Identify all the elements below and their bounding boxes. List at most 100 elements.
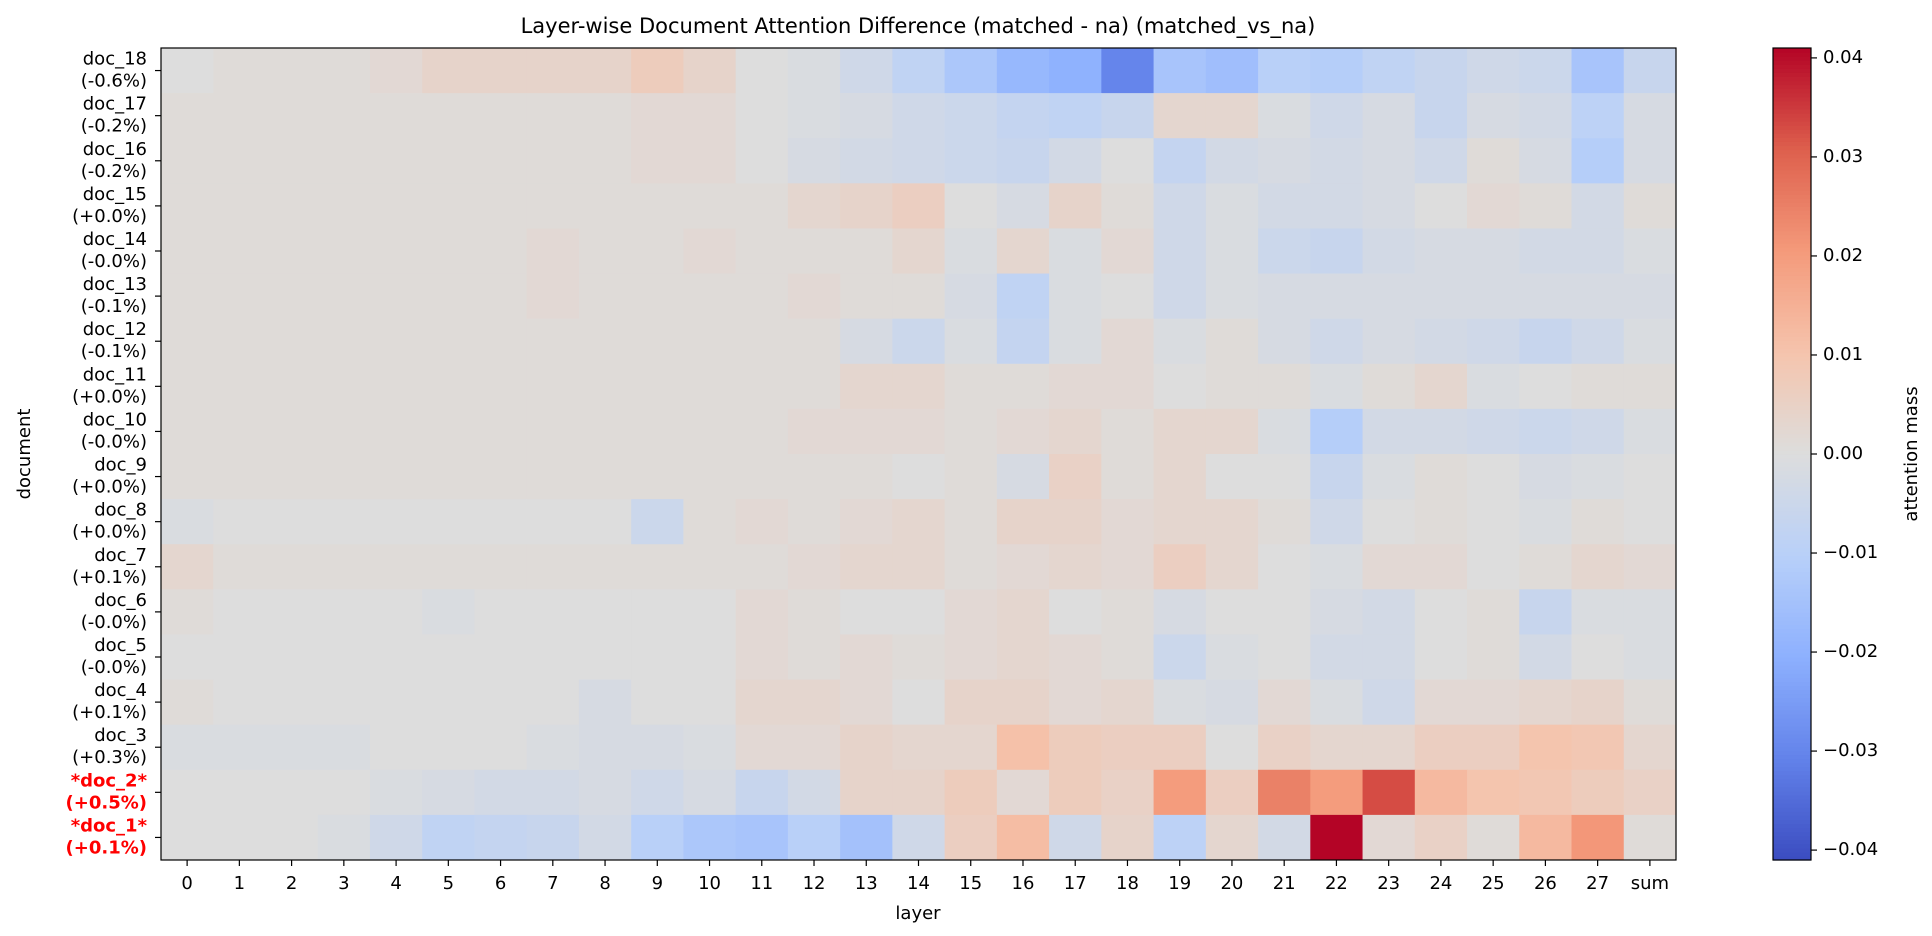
- heatmap-cell: [578, 454, 632, 500]
- y-tick-label: doc_7: [94, 545, 147, 566]
- x-tick-label: 27: [1586, 873, 1609, 894]
- heatmap-cell: [578, 138, 632, 184]
- heatmap-cell: [1258, 724, 1311, 771]
- x-tick-label: 14: [907, 873, 930, 894]
- y-tick-sublabel: (+0.1%): [72, 702, 147, 723]
- heatmap-cell: [787, 273, 841, 320]
- colorbar-segment: [1773, 267, 1811, 272]
- colorbar-segment: [1773, 263, 1811, 268]
- heatmap-cell: [1153, 93, 1207, 139]
- heatmap-cell: [735, 769, 789, 816]
- heatmap-cell: [1362, 589, 1416, 635]
- heatmap-cell: [1519, 544, 1573, 590]
- heatmap-cell: [1623, 724, 1677, 771]
- colorbar-segment: [1773, 717, 1811, 723]
- colorbar-segment: [1773, 445, 1811, 451]
- colorbar-segment: [1773, 458, 1811, 463]
- heatmap-cell: [787, 138, 841, 184]
- x-tick-label: 3: [338, 873, 349, 894]
- heatmap-cell: [1623, 679, 1677, 726]
- heatmap-cell: [1519, 769, 1573, 816]
- heatmap-cell: [1571, 183, 1625, 229]
- heatmap-cell: [996, 679, 1050, 726]
- heatmap-cell: [1623, 318, 1677, 365]
- heatmap-cell: [1310, 499, 1364, 545]
- heatmap-cell: [1414, 138, 1468, 184]
- heatmap-cell: [369, 499, 423, 545]
- heatmap-cell: [1258, 183, 1311, 229]
- colorbar-segment: [1773, 575, 1811, 581]
- heatmap-cell: [317, 544, 371, 590]
- x-tick-label: 8: [599, 873, 610, 894]
- heatmap-cell: [1101, 183, 1155, 229]
- y-tick-sublabel: (+0.0%): [72, 522, 147, 543]
- colorbar-segment: [1773, 746, 1811, 751]
- heatmap-cell: [1310, 814, 1364, 861]
- heatmap-cell: [996, 589, 1050, 635]
- heatmap-cell: [1101, 454, 1155, 500]
- colorbar-segment: [1773, 518, 1811, 524]
- heatmap-cell: [1205, 634, 1259, 681]
- heatmap-cell: [1467, 724, 1520, 771]
- heatmap-cell: [526, 814, 580, 861]
- colorbar-segment: [1773, 506, 1811, 512]
- heatmap-cell: [631, 634, 684, 681]
- heatmap-cell: [1101, 589, 1155, 635]
- colorbar-segment: [1773, 177, 1811, 183]
- heatmap-cell: [1414, 408, 1468, 455]
- heatmap-cell: [474, 363, 528, 410]
- heatmap-cell: [1519, 138, 1573, 184]
- heatmap-cell: [474, 724, 528, 771]
- colorbar-segment: [1773, 409, 1811, 414]
- heatmap-cell: [1571, 724, 1625, 771]
- heatmap-cell: [369, 814, 423, 861]
- colorbar-tick-label: −0.03: [1823, 740, 1878, 761]
- colorbar-segment: [1773, 307, 1811, 313]
- heatmap-cell: [1467, 679, 1520, 726]
- colorbar-segment: [1773, 644, 1811, 650]
- heatmap-cell: [944, 589, 998, 635]
- colorbar-segment: [1773, 510, 1811, 516]
- heatmap-cell: [1467, 228, 1520, 275]
- heatmap-cell: [735, 93, 789, 139]
- heatmap-cell: [1623, 499, 1677, 545]
- y-tick-sublabel: (-0.1%): [81, 341, 147, 362]
- colorbar-segment: [1773, 303, 1811, 309]
- heatmap-cell: [1049, 273, 1102, 320]
- heatmap-cell: [1519, 814, 1573, 861]
- colorbar-segment: [1773, 242, 1811, 248]
- heatmap-cell: [683, 138, 737, 184]
- colorbar-segment: [1773, 807, 1811, 812]
- colorbar-segment: [1773, 827, 1811, 833]
- heatmap-cell: [474, 93, 528, 139]
- heatmap-cell: [1519, 228, 1573, 275]
- colorbar-segment: [1773, 669, 1811, 674]
- heatmap-cell: [683, 318, 737, 365]
- heatmap-cell: [1623, 589, 1677, 635]
- heatmap-cell: [265, 679, 319, 726]
- heatmap-cell: [944, 454, 998, 500]
- heatmap-cell: [1571, 769, 1625, 816]
- colorbar-segment: [1773, 738, 1811, 743]
- heatmap-cell: [840, 408, 893, 455]
- heatmap-cell: [1310, 228, 1364, 275]
- heatmap-cell: [1049, 48, 1102, 94]
- heatmap-cell: [735, 634, 789, 681]
- heatmap-cell: [1414, 724, 1468, 771]
- x-tick-label: 2: [286, 873, 297, 894]
- colorbar-tick-label: 0.03: [1823, 146, 1863, 167]
- heatmap-cell: [1467, 48, 1520, 94]
- colorbar-segment: [1773, 762, 1811, 768]
- colorbar-segment: [1773, 72, 1811, 78]
- heatmap-cell: [1258, 589, 1311, 635]
- heatmap-cell: [996, 318, 1050, 365]
- heatmap-cell: [631, 183, 684, 229]
- heatmap-cell: [369, 48, 423, 94]
- y-tick-sublabel: (-0.0%): [81, 251, 147, 272]
- heatmap-cell: [1153, 318, 1207, 365]
- heatmap-cell: [369, 93, 423, 139]
- heatmap-cell: [1101, 408, 1155, 455]
- y-tick-label: *doc_1*: [71, 815, 148, 836]
- colorbar-segment: [1773, 494, 1811, 500]
- heatmap-cell: [578, 363, 632, 410]
